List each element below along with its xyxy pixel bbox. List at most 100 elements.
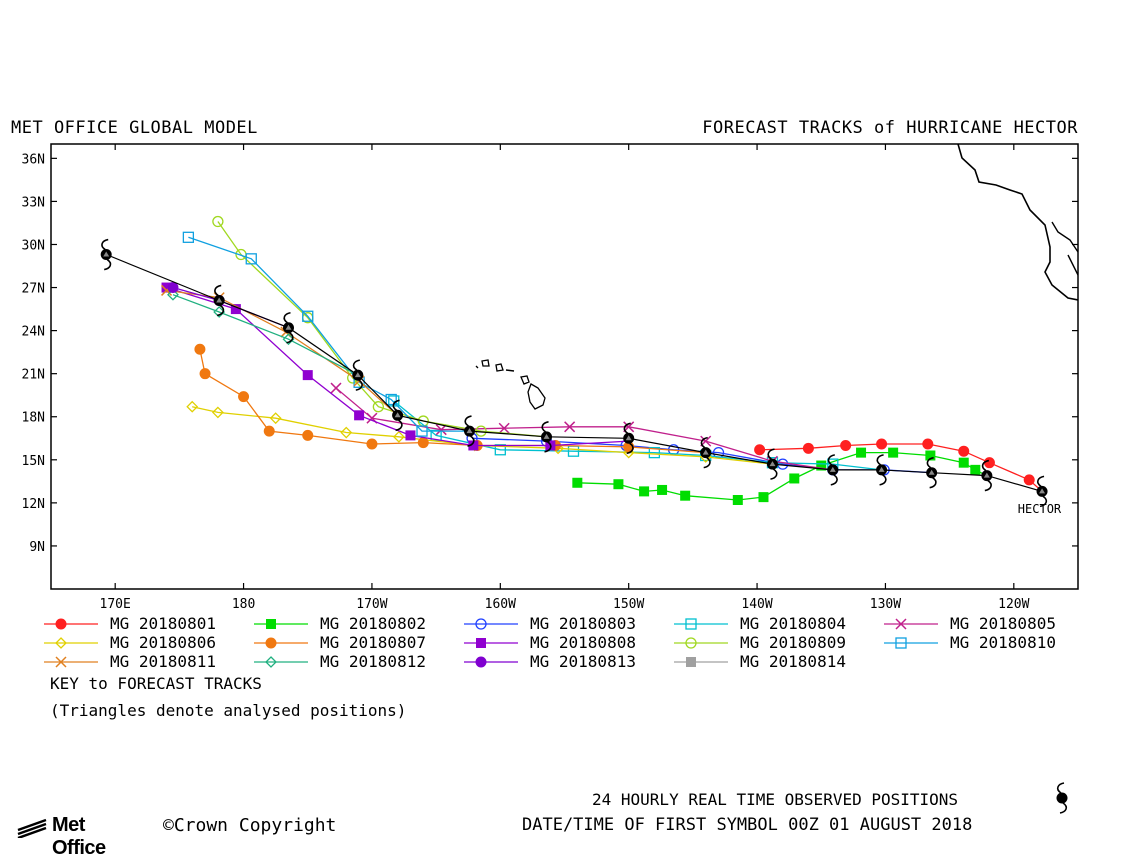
lat-tick-label: 27N [22, 282, 45, 297]
forecast-track-line [188, 236, 470, 432]
forecast-point [498, 422, 510, 434]
forecast-point [405, 430, 416, 441]
legend-label: MG 20180806 [110, 633, 216, 652]
legend-label: MG 20180814 [740, 652, 846, 671]
legend-marker [686, 657, 696, 667]
legend-label: MG 20180813 [530, 652, 636, 671]
forecast-point [657, 484, 668, 495]
forecast-point [922, 438, 934, 450]
forecast-point [302, 310, 314, 322]
forecast-track [212, 215, 547, 438]
forecast-point [372, 401, 385, 413]
lon-tick-label: 120W [998, 597, 1029, 612]
storm-name-label: HECTOR [1018, 502, 1062, 516]
forecast-point [186, 400, 199, 413]
analysed-position-triangle [625, 435, 632, 441]
analysed-position-triangle [285, 324, 292, 330]
forecast-point [925, 450, 936, 461]
legend-item: MG 20180813 [464, 652, 636, 671]
forecast-point [494, 444, 506, 456]
met-office-logo-icon [17, 818, 47, 838]
analysed-position-triangle [103, 251, 110, 257]
legend-marker [266, 619, 276, 629]
lon-tick-label: 140W [741, 597, 772, 612]
forecast-point [245, 253, 257, 265]
forecast-point [392, 430, 405, 443]
forecast-point [199, 368, 211, 380]
legend-label: MG 20180801 [110, 614, 216, 633]
lon-tick-label: 180 [232, 597, 255, 612]
analysed-position-triangle [354, 372, 361, 378]
lat-tick-label: 15N [22, 454, 45, 469]
forecast-point [416, 425, 428, 437]
lat-tick-label: 30N [22, 238, 45, 253]
forecast-track-line [335, 387, 833, 471]
legend-item: MG 20180803 [464, 614, 636, 633]
legend-label: MG 20180812 [320, 652, 426, 671]
forecast-point [648, 446, 661, 459]
forecast-point [194, 343, 206, 355]
legend-label: MG 20180808 [530, 633, 636, 652]
forecast-point [212, 215, 224, 228]
analysed-position-triangle [466, 428, 473, 434]
legend-key-title: KEY to FORECAST TRACKS [50, 674, 262, 693]
baja-coastline [1051, 221, 1078, 276]
forecast-point [211, 406, 224, 419]
molokai-island [505, 369, 515, 372]
analysed-position-triangle [1039, 488, 1046, 494]
analysed-position-triangle [394, 412, 401, 418]
lon-tick-label: 170E [100, 597, 131, 612]
forecast-track-line [393, 400, 882, 471]
forecast-point [958, 445, 970, 457]
forecast-point [282, 333, 295, 346]
analysed-position-triangle [216, 297, 223, 303]
forecast-point [366, 438, 378, 450]
legend-note: (Triangles denote analysed positions) [50, 701, 407, 720]
forecast-point [430, 429, 442, 442]
forecast-point [230, 304, 241, 315]
forecast-point [213, 306, 226, 318]
legend-label: MG 20180809 [740, 633, 846, 652]
hurricane-symbol [981, 459, 993, 492]
forecast-point [876, 438, 888, 450]
forecast-point [712, 446, 725, 459]
legend-label: MG 20180807 [320, 633, 426, 652]
legend-marker [265, 637, 277, 649]
forecast-point [417, 437, 429, 449]
forecast-point [856, 447, 867, 458]
legend-label: MG 20180811 [110, 652, 216, 671]
forecast-point [167, 288, 179, 301]
forecast-point [269, 412, 282, 425]
legend-item: MG 20180808 [464, 633, 636, 652]
met-office-logo-text: Met Office [52, 814, 106, 859]
lat-tick-label: 18N [22, 411, 45, 426]
forecast-point [789, 473, 800, 484]
forecast-point [888, 447, 899, 458]
lon-tick-label: 130W [870, 597, 901, 612]
legend-marker [476, 638, 486, 648]
forecast-point [816, 460, 827, 471]
lat-tick-label: 9N [29, 540, 45, 555]
legend-item: MG 20180805 [884, 614, 1056, 633]
track-map: HECTOR 36N 33N 30N 27N 24N 21N 18N 15N 12N 9N 170E… [22, 143, 1079, 814]
forecast-track-line [166, 286, 629, 447]
forecast-track [167, 288, 359, 376]
legend-label: MG 20180810 [950, 633, 1056, 652]
legend-label: MG 20180802 [320, 614, 426, 633]
forecast-point [564, 421, 576, 433]
model-title: MET OFFICE GLOBAL MODEL [11, 118, 258, 138]
analysed-position-triangle [878, 466, 885, 472]
hurricane-symbol [827, 454, 839, 486]
chart-title: FORECAST TRACKS of HURRICANE HECTOR [702, 118, 1078, 138]
legend-item: MG 20180801 [44, 614, 216, 633]
legend-item: MG 20180807 [254, 633, 426, 652]
legend-item: MG 20180804 [674, 614, 846, 633]
legend-item: MG 20180806 [44, 633, 216, 652]
mexico-coastline [957, 144, 1078, 301]
forecast-point [680, 490, 691, 501]
kauai-island [481, 359, 490, 367]
analysed-position-triangle [983, 472, 990, 478]
legend-marker [685, 618, 697, 630]
forecast-track [572, 447, 988, 505]
forecast-point [302, 429, 314, 441]
